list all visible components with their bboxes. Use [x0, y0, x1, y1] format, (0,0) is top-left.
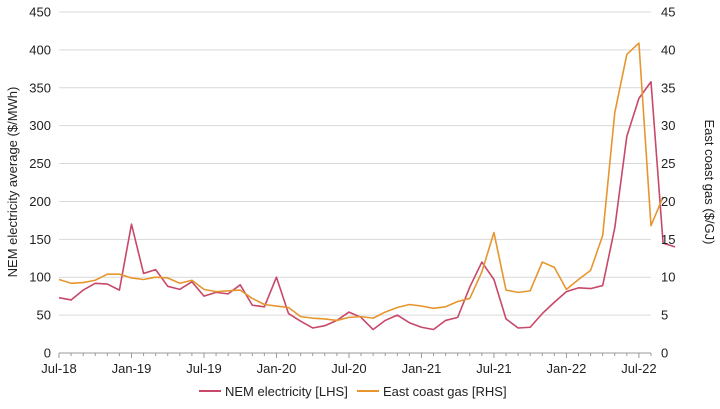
right-tick-label: 35 [661, 80, 675, 95]
legend: NEM electricity [LHS] East coast gas [RH… [199, 384, 507, 399]
legend-label-east-coast-gas: East coast gas [RHS] [383, 384, 507, 399]
right-tick-label: 30 [661, 118, 675, 133]
right-tick-label: 5 [661, 308, 668, 323]
axes [58, 352, 652, 358]
x-tick-label: Jul-20 [331, 361, 366, 376]
left-tick-label: 200 [29, 194, 51, 209]
series-line-nem-electricity [58, 80, 676, 331]
left-tick-label: 50 [37, 308, 51, 323]
left-tick-label: 450 [29, 5, 51, 20]
series-lines [58, 42, 676, 331]
legend-label-nem-electricity: NEM electricity [LHS] [225, 384, 348, 399]
left-tick-label: 250 [29, 156, 51, 171]
x-tick-label: Jul-19 [186, 361, 221, 376]
x-tick-label: Jan-19 [112, 361, 152, 376]
right-tick-label: 40 [661, 42, 675, 57]
right-axis-title: East coast gas ($/GJ) [702, 120, 717, 245]
right-tick-label: 15 [661, 232, 675, 247]
x-tick-label: Jul-22 [621, 361, 656, 376]
x-tick-label: Jan-21 [402, 361, 442, 376]
left-tick-label: 100 [29, 270, 51, 285]
right-tick-label: 20 [661, 194, 675, 209]
x-tick-label: Jul-21 [476, 361, 511, 376]
gridlines [59, 11, 651, 316]
left-tick-label: 350 [29, 80, 51, 95]
tick-labels: 0 50 100 150 200 250 300 350 400 450 0 5 10 15 20 25 30 3… [29, 5, 675, 377]
left-tick-label: 400 [29, 42, 51, 57]
x-tick-label: Jan-20 [257, 361, 297, 376]
right-tick-label: 10 [661, 270, 675, 285]
right-tick-label: 45 [661, 5, 675, 20]
x-tick-label: Jul-18 [41, 361, 76, 376]
x-tick-label: Jan-22 [547, 361, 587, 376]
left-tick-label: 0 [44, 346, 51, 361]
series-line-east-coast-gas [58, 42, 664, 322]
right-tick-label: 0 [661, 346, 668, 361]
left-tick-label: 150 [29, 232, 51, 247]
left-axis-title: NEM electricity average ($/MWh) [5, 87, 20, 278]
left-tick-label: 300 [29, 118, 51, 133]
right-tick-label: 25 [661, 156, 675, 171]
